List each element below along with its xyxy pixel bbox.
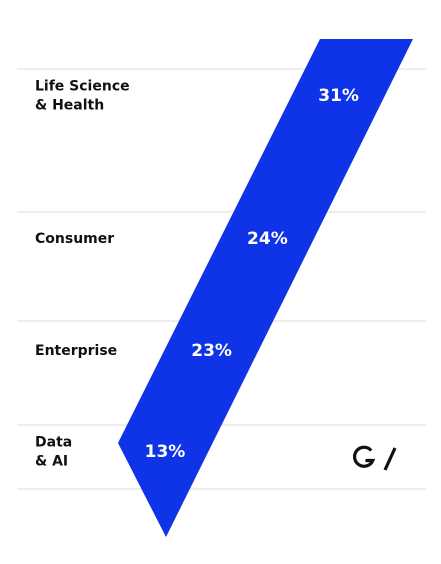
- value-label: 24%: [247, 229, 288, 249]
- allocation-band: [118, 39, 413, 537]
- category-labels: Life Science & Health Consumer Enterprise Da…: [35, 79, 130, 470]
- category-label: Data & AI: [35, 435, 72, 470]
- value-label: 13%: [145, 442, 186, 462]
- value-labels: 31% 24% 23% 13%: [145, 86, 359, 462]
- value-label: 31%: [318, 86, 359, 106]
- category-label: Life Science & Health: [35, 79, 130, 114]
- category-label: Enterprise: [35, 343, 117, 359]
- brand-logo: [353, 445, 397, 471]
- value-label: 23%: [191, 341, 232, 361]
- category-label: Consumer: [35, 231, 114, 247]
